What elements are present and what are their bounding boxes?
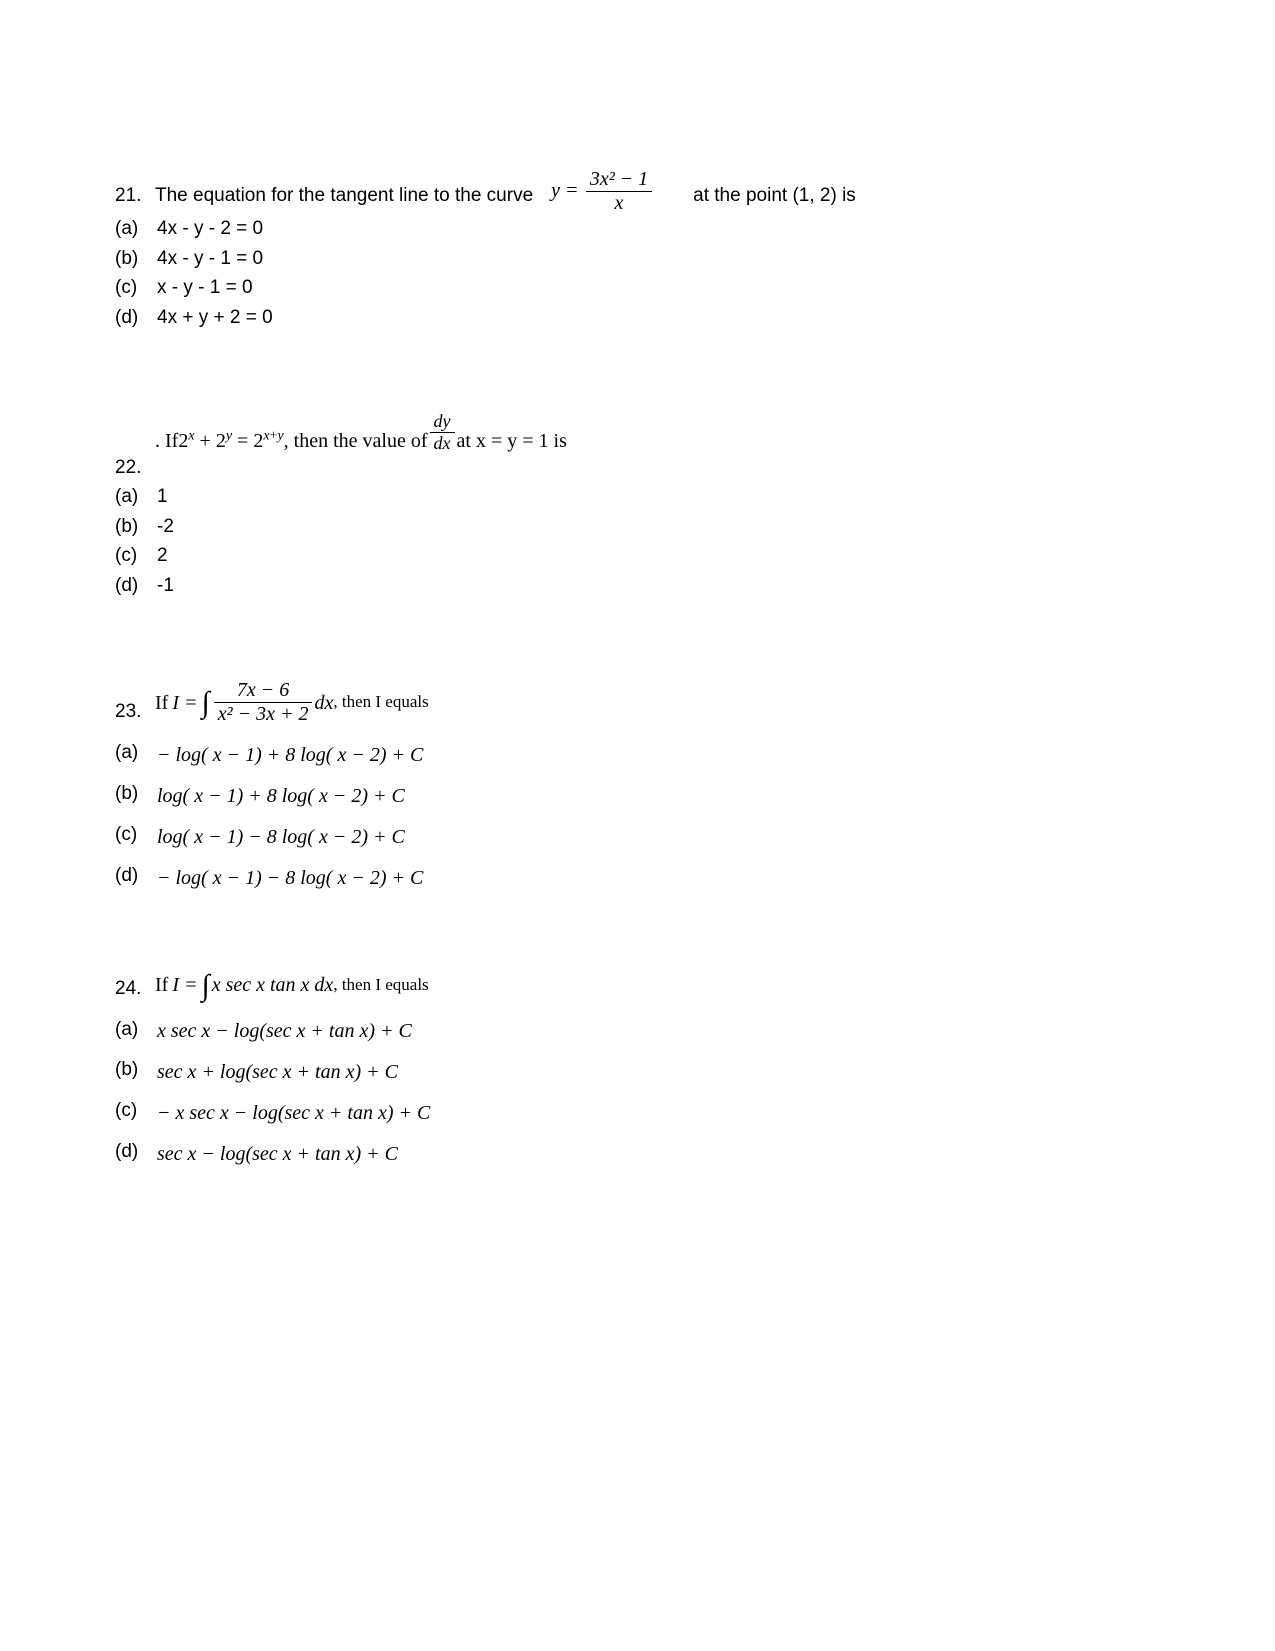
option-text: − x sec x − log(sec x + tan x) + C	[157, 1102, 430, 1124]
option-text: -2	[157, 516, 174, 537]
q24-number: 24.	[115, 979, 155, 1002]
integral-sign-icon: ∫	[201, 686, 209, 719]
option-label: (a)	[115, 482, 157, 511]
q24-option-d: (d) sec x − log(sec x + tan x) + C	[115, 1142, 1175, 1165]
page-content: 21. The equation for the tangent line to…	[115, 180, 1175, 1245]
option-text: 1	[157, 486, 168, 507]
q21-option-b: (b)4x - y - 1 = 0	[115, 244, 1175, 273]
q22-option-d: (d)-1	[115, 571, 1175, 600]
integral-sign-icon: ∫	[201, 969, 209, 1002]
option-text: log( x − 1) + 8 log( x − 2) + C	[157, 785, 405, 807]
q23-dx: dx	[314, 692, 333, 714]
q21-formula: y = 3x² − 1 x	[551, 169, 654, 214]
q21-stem-after: at the point (1, 2) is	[693, 180, 856, 212]
q22-dy-dx: dy dx	[430, 412, 455, 453]
q22-frac-num: dy	[430, 412, 455, 433]
q21-formula-den: x	[586, 192, 652, 214]
option-text: sec x + log(sec x + tan x) + C	[157, 1061, 398, 1083]
q24-option-c: (c) − x sec x − log(sec x + tan x) + C	[115, 1101, 1175, 1124]
option-label: (b)	[115, 244, 157, 273]
option-label: (b)	[115, 1060, 157, 1083]
q23-option-c: (c) log( x − 1) − 8 log( x − 2) + C	[115, 825, 1175, 848]
question-22: . If 2x + 2y = 2x+y , then the value of …	[115, 412, 1175, 600]
q24-integrand: x sec x tan x dx	[212, 974, 334, 996]
q23-stem-prefix: If	[155, 692, 168, 714]
q22-stem-prefix: . If	[155, 430, 178, 453]
option-label: (d)	[115, 303, 157, 332]
q24-stem-suffix: , then I equals	[333, 976, 428, 995]
option-text: x sec x − log(sec x + tan x) + C	[157, 1020, 412, 1042]
q21-stem-before: The equation for the tangent line to the…	[155, 180, 533, 212]
option-text: -1	[157, 575, 174, 596]
q21-formula-fraction: 3x² − 1 x	[586, 169, 652, 214]
option-label: (b)	[115, 784, 157, 807]
q23-option-b: (b) log( x − 1) + 8 log( x − 2) + C	[115, 784, 1175, 807]
option-text: sec x − log(sec x + tan x) + C	[157, 1143, 398, 1165]
option-text: 2	[157, 545, 168, 566]
q23-frac-num: 7x − 6	[214, 680, 313, 703]
option-label: (b)	[115, 512, 157, 541]
q24-option-a: (a) x sec x − log(sec x + tan x) + C	[115, 1020, 1175, 1043]
option-label: (d)	[115, 866, 157, 889]
question-21: 21. The equation for the tangent line to…	[115, 180, 1175, 332]
option-text: 4x - y - 1 = 0	[157, 248, 263, 269]
q22-stem-suffix: at x = y = 1 is	[457, 430, 567, 453]
question-23: 23. If I = ∫ 7x − 6 x² − 3x + 2 dx , the…	[115, 680, 1175, 889]
q22-option-a: (a)1	[115, 482, 1175, 511]
q22-expr: 2x + 2y = 2x+y	[178, 430, 283, 453]
option-text: 4x - y - 2 = 0	[157, 218, 263, 239]
q23-integrand-fraction: 7x − 6 x² − 3x + 2	[214, 680, 313, 725]
option-label: (c)	[115, 273, 157, 302]
q22-option-c: (c)2	[115, 541, 1175, 570]
q21-formula-lhs: y =	[551, 180, 578, 202]
q21-option-d: (d)4x + y + 2 = 0	[115, 303, 1175, 332]
option-label: (a)	[115, 743, 157, 766]
q22-frac-den: dx	[430, 433, 455, 453]
option-text: 4x + y + 2 = 0	[157, 307, 273, 328]
option-label: (a)	[115, 1020, 157, 1043]
q24-option-b: (b) sec x + log(sec x + tan x) + C	[115, 1060, 1175, 1083]
q23-option-d: (d) − log( x − 1) − 8 log( x − 2) + C	[115, 866, 1175, 889]
option-label: (d)	[115, 1142, 157, 1165]
option-label: (c)	[115, 825, 157, 848]
option-text: − log( x − 1) + 8 log( x − 2) + C	[157, 744, 423, 766]
q24-I-eq: I =	[172, 974, 197, 996]
option-label: (a)	[115, 214, 157, 243]
option-label: (c)	[115, 541, 157, 570]
q22-number: 22.	[115, 453, 155, 482]
q22-stem-mid: , then the value of	[284, 430, 428, 453]
q23-number: 23.	[115, 702, 155, 725]
q21-option-c: (c)x - y - 1 = 0	[115, 273, 1175, 302]
q22-option-b: (b)-2	[115, 512, 1175, 541]
q23-stem-suffix: , then I equals	[333, 693, 428, 712]
q24-stem-prefix: If	[155, 974, 168, 996]
q21-number: 21.	[115, 180, 155, 212]
q23-option-a: (a) − log( x − 1) + 8 log( x − 2) + C	[115, 743, 1175, 766]
option-text: − log( x − 1) − 8 log( x − 2) + C	[157, 867, 423, 889]
q21-option-a: (a)4x - y - 2 = 0	[115, 214, 1175, 243]
option-text: log( x − 1) − 8 log( x − 2) + C	[157, 826, 405, 848]
q23-I-eq: I =	[172, 692, 197, 714]
option-label: (c)	[115, 1101, 157, 1124]
option-label: (d)	[115, 571, 157, 600]
question-24: 24. If I = ∫ x sec x tan x dx , then I e…	[115, 969, 1175, 1166]
option-text: x - y - 1 = 0	[157, 277, 253, 298]
q23-frac-den: x² − 3x + 2	[214, 703, 313, 725]
q21-formula-num: 3x² − 1	[586, 169, 652, 192]
